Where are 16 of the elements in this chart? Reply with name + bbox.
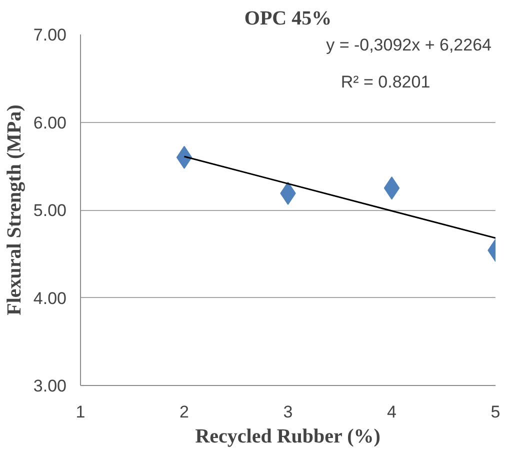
chart-title: OPC 45% [244,8,332,30]
y-tick-label: 5.00 [33,201,67,220]
x-tick-label: 1 [76,402,86,422]
y-tick-label: 6.00 [33,113,67,132]
x-tick-label: 4 [387,402,396,422]
x-tick-label: 2 [180,402,189,422]
y-tick-label: 7.00 [33,26,67,44]
point [176,146,192,169]
y-tick-label: 4.00 [33,288,67,308]
x-tick-label: 5 [490,402,500,422]
y-axis-title: Flexural Strength (MPa) [3,104,26,316]
x-tick-label: 3 [283,402,293,422]
annotation: R² = 0.8201 [340,72,430,92]
annotation: y = -0,3092x + 6,2264 [326,36,492,55]
y-tick-label: 3.00 [33,376,67,396]
x-axis-title: Recycled Rubber (%) [195,426,380,448]
